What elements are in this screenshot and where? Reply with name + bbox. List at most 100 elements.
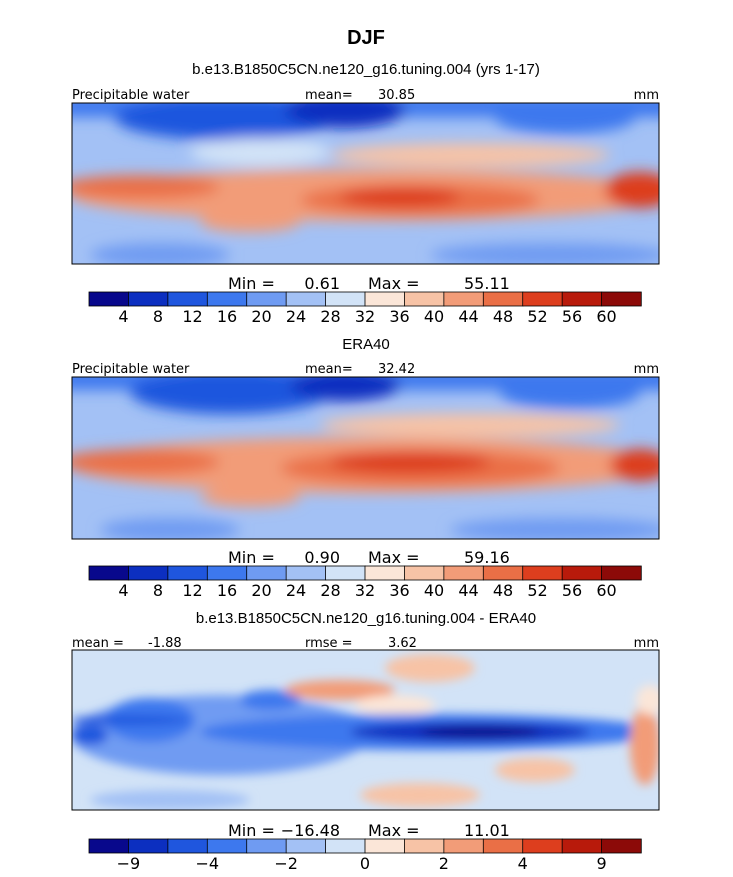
colorbar-tick-label: 52	[527, 581, 547, 600]
colorbar-tick-label: 48	[493, 581, 513, 600]
colorbar-swatch	[88, 565, 130, 581]
colorbar-swatch	[404, 291, 445, 307]
colorbar-tick-label: 60	[596, 307, 616, 326]
colorbar-swatch	[364, 565, 406, 581]
colorbar-tick-label: 4	[518, 854, 528, 873]
panel-2-max-value: 59.16	[464, 548, 510, 567]
colorbar-tick-label: 20	[251, 581, 271, 600]
colorbar-tick-label: 20	[251, 307, 271, 326]
colorbar-tick-label: 44	[458, 307, 478, 326]
colorbar-tick-label: 36	[389, 307, 409, 326]
colorbar-swatch	[561, 838, 603, 854]
colorbar-swatch	[482, 838, 524, 854]
colorbar-swatch	[482, 291, 524, 307]
colorbar-swatch	[246, 838, 287, 854]
colorbar-swatch	[325, 565, 366, 581]
colorbar-tick-label: 16	[217, 581, 237, 600]
panel-1-max-value: 55.11	[464, 274, 510, 293]
panel-3-min-label: Min =	[228, 821, 275, 840]
panel-3-units: mm	[634, 636, 659, 651]
panel-2-mean-label: mean=	[305, 362, 353, 377]
colorbar-swatch	[246, 565, 287, 581]
panel-2-max-label: Max =	[368, 548, 420, 567]
colorbar-tick-label: 4	[118, 581, 128, 600]
colorbar-tick-label: 8	[153, 307, 163, 326]
panel-1-min-value: 0.61	[304, 274, 340, 293]
colorbar-tick-label: 24	[286, 581, 306, 600]
colorbar-swatch	[364, 838, 406, 854]
colorbar-swatch	[206, 838, 248, 854]
panel-3-max-label: Max =	[368, 821, 420, 840]
colorbar-tick-label: 12	[182, 307, 202, 326]
panel-2: ERA40 Precipitable water mean= 32.42 mm	[71, 336, 660, 540]
colorbar-tick-label: 40	[424, 307, 444, 326]
colorbar-swatch	[285, 565, 327, 581]
colorbar-swatch	[443, 838, 484, 854]
panel-3-title: b.e13.B1850C5CN.ne120_g16.tuning.004 - E…	[196, 610, 536, 627]
colorbar-tick-label: 32	[355, 581, 375, 600]
colorbar-swatch	[404, 838, 445, 854]
panel-1-min-label: Min =	[228, 274, 275, 293]
colorbar-swatch	[601, 838, 642, 854]
colorbar-swatch	[601, 291, 642, 307]
colorbar-swatch	[561, 565, 603, 581]
panel-1-variable-label: Precipitable water	[72, 88, 190, 103]
panel-3-stats: Min = −16.48 Max = 11.01	[228, 821, 510, 840]
colorbar-swatch	[88, 838, 130, 854]
panel-3-rmse-value: 3.62	[388, 636, 417, 651]
panel-2-map	[72, 377, 659, 539]
panel-2-min-value: 0.90	[304, 548, 340, 567]
panel-3-mean-label: mean =	[72, 636, 124, 651]
colorbar-tick-label: 32	[355, 307, 375, 326]
colorbar-tick-label: 24	[286, 307, 306, 326]
colorbar-tick-label: 0	[360, 854, 370, 873]
colorbar-tick-label: −2	[274, 854, 298, 873]
panel-1-colorbar: 4 8 12 16 20 24 28 32 36 40 44 48 52 56 60	[88, 291, 642, 326]
colorbar-swatch	[206, 291, 248, 307]
panel-3-max-value: 11.01	[464, 821, 510, 840]
panel-1-mean-value: 30.85	[378, 88, 415, 103]
colorbar-tick-label: 56	[562, 307, 582, 326]
panel-2-colorbar: 4 8 12 16 20 24 28 32 36 40 44 48 52 56 60	[88, 565, 642, 600]
colorbar-tick-label: 40	[424, 581, 444, 600]
colorbar-tick-label: 4	[118, 307, 128, 326]
colorbar-tick-label: 56	[562, 581, 582, 600]
panel-1-max-label: Max =	[368, 274, 420, 293]
panel-3-mean-value: -1.88	[148, 636, 182, 651]
colorbar-swatch	[285, 838, 327, 854]
panel-3-rmse-label: rmse =	[305, 636, 353, 651]
colorbar-swatch	[522, 291, 563, 307]
colorbar-tick-label: −9	[117, 854, 141, 873]
colorbar-swatch	[482, 565, 524, 581]
colorbar-swatch	[206, 565, 248, 581]
colorbar-swatch	[167, 838, 208, 854]
colorbar-tick-label: 16	[217, 307, 237, 326]
colorbar-swatch	[167, 565, 208, 581]
colorbar-swatch	[443, 291, 484, 307]
panel-2-min-label: Min =	[228, 548, 275, 567]
colorbar-swatch	[561, 291, 603, 307]
panel-2-title: ERA40	[342, 336, 390, 353]
colorbar-tick-label: 48	[493, 307, 513, 326]
colorbar-tick-label: 28	[320, 581, 340, 600]
colorbar-swatch	[522, 565, 563, 581]
colorbar-tick-label: 52	[527, 307, 547, 326]
colorbar-swatch	[128, 291, 169, 307]
panel-2-mean-value: 32.42	[378, 362, 415, 377]
colorbar-tick-label: −4	[195, 854, 219, 873]
panel-1-title: b.e13.B1850C5CN.ne120_g16.tuning.004 (yr…	[192, 61, 540, 78]
colorbar-tick-label: 28	[320, 307, 340, 326]
panel-1: b.e13.B1850C5CN.ne120_g16.tuning.004 (yr…	[71, 61, 660, 265]
panel-2-stats: Min = 0.90 Max = 59.16	[228, 548, 510, 567]
colorbar-swatch	[404, 565, 445, 581]
colorbar-swatch	[522, 838, 563, 854]
panel-2-units: mm	[634, 362, 659, 377]
colorbar-tick-label: 36	[389, 581, 409, 600]
colorbar-swatch	[128, 565, 169, 581]
panel-3-colorbar: −9 −4 −2 0 2 4 9	[88, 838, 642, 873]
panel-2-variable-label: Precipitable water	[72, 362, 190, 377]
colorbar-swatch	[364, 291, 406, 307]
colorbar-swatch	[128, 838, 169, 854]
colorbar-swatch	[285, 291, 327, 307]
panel-3: b.e13.B1850C5CN.ne120_g16.tuning.004 - E…	[71, 610, 660, 811]
